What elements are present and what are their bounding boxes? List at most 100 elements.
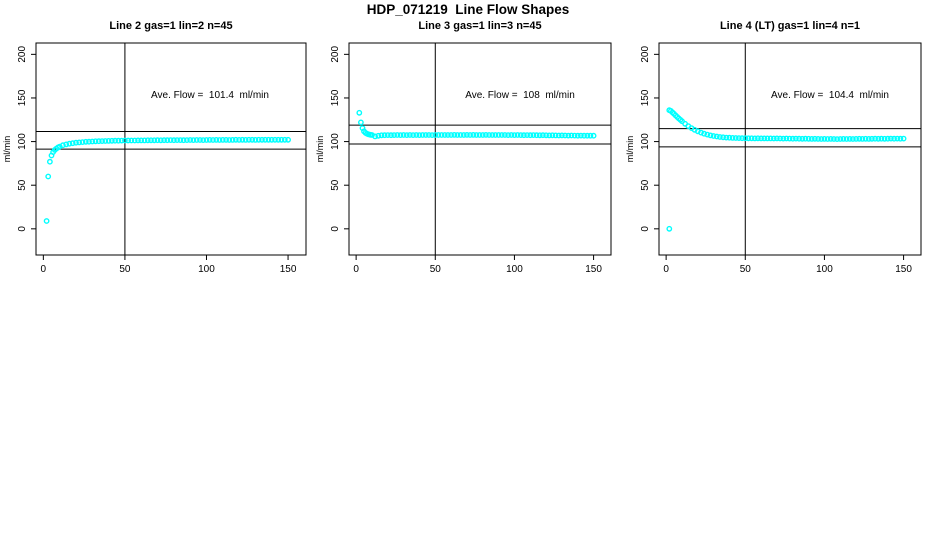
data-point [590,132,597,139]
data-point [492,132,499,138]
data-point [729,134,736,141]
data-point [265,136,272,143]
plot-box [35,42,307,256]
data-point [888,135,894,142]
data-point [840,135,847,142]
data-point [105,137,112,144]
data-point [432,132,439,138]
data-point [275,136,282,143]
data-point [223,136,230,143]
data-point [805,135,812,142]
data-point [543,132,549,139]
data-point [723,134,730,141]
data-point [574,132,581,139]
data-point [774,135,780,142]
y-tick-label: 200 [640,46,651,63]
data-point [508,132,515,138]
data-points [356,109,597,140]
data-point [463,131,470,138]
data-point [255,136,262,143]
data-point [501,132,508,138]
data-point [157,137,164,144]
data-point [148,137,154,144]
data-point [900,135,907,142]
data-point [717,134,723,140]
data-point [259,136,265,143]
x-tick-label: 50 [740,264,752,275]
data-point [726,134,733,141]
data-point [219,136,226,143]
data-point [878,135,885,142]
data-point [524,132,530,139]
data-point [47,158,53,165]
data-point [252,136,259,143]
data-point [144,137,151,144]
data-point [95,138,102,145]
y-tick-label: 50 [330,179,341,191]
data-point [112,137,119,144]
data-point [413,132,420,138]
data-point [562,132,568,139]
y-tick-label: 150 [640,89,651,106]
y-tick-label: 50 [640,179,651,191]
data-point [281,136,288,143]
data-point [400,132,407,138]
data-point [536,132,543,139]
data-point [777,135,783,142]
data-point [203,137,210,143]
data-point [473,132,480,138]
data-point [489,132,496,138]
data-point [783,135,790,142]
data-point [141,137,148,144]
data-point [397,132,404,139]
data-point [425,132,432,138]
data-point [834,136,840,143]
x-tick-label: 0 [41,264,47,275]
x-axis: 0 50 100 150 [41,255,297,275]
data-point [704,131,711,138]
data-point [732,135,739,141]
reference-lines [36,43,306,255]
data-point [470,131,477,138]
reference-lines [349,43,611,255]
x-tick-label: 50 [119,264,131,275]
data-point [571,132,578,139]
data-point [789,135,796,142]
data-point [131,137,138,144]
data-point [533,132,540,139]
data-point [821,135,828,142]
data-point [357,119,364,126]
data-point [837,136,844,142]
data-point [460,132,467,138]
figure-title: HDP_071219 Line Flow Shapes [366,2,570,17]
data-point [45,173,52,180]
x-axis: 0 50 100 150 [663,255,912,275]
data-point [521,132,527,139]
data-point [884,135,891,142]
plots-canvas: 0 50 100 150 0 50 100 150 200 ml/min 0 50 100 150 0 50 1… [2,42,922,275]
data-point [226,137,233,143]
plot-box [348,42,612,256]
data-point [786,135,793,142]
data-point [859,135,866,142]
data-point [755,135,761,142]
data-point [151,137,158,144]
data-point [183,137,190,144]
data-point [118,137,125,144]
data-point [190,137,197,144]
data-point [527,132,534,139]
data-point [174,137,181,144]
data-point [285,136,291,143]
y-axis-title: ml/min [2,136,12,163]
data-point [751,135,758,142]
data-point [429,132,435,139]
data-point [476,132,483,138]
data-point [451,131,458,138]
data-point [236,136,243,143]
data-point [92,138,99,145]
data-point [128,137,135,144]
x-tick-label: 0 [353,264,359,275]
data-point [375,132,382,139]
data-point [406,132,413,138]
